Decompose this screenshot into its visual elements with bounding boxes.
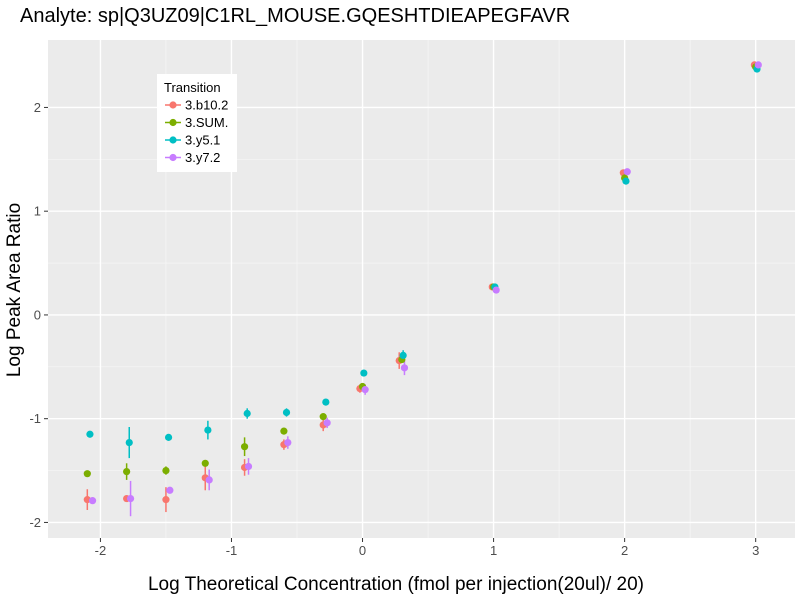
- legend-key-point: [169, 118, 177, 127]
- legend-key-point: [169, 101, 177, 109]
- y-axis: -2 -1 0 1 2: [29, 100, 48, 530]
- legend-item: 3.y5.1: [165, 133, 220, 148]
- legend-key-point: [169, 136, 177, 144]
- legend-item: 3.SUM.: [165, 115, 228, 130]
- data-point: [162, 466, 170, 475]
- y-tick-label: 2: [34, 100, 41, 115]
- data-point: [240, 443, 249, 451]
- data-point: [623, 168, 631, 176]
- data-point: [125, 438, 133, 447]
- grid-minor: [48, 40, 795, 538]
- data-point: [282, 408, 291, 417]
- legend-label: 3.y7.2: [185, 150, 220, 165]
- data-points: [83, 61, 762, 505]
- legend-label: 3.SUM.: [185, 115, 228, 130]
- data-point: [201, 459, 209, 467]
- legend-label: 3.b10.2: [185, 98, 228, 113]
- data-point: [244, 462, 253, 471]
- data-point: [323, 419, 331, 427]
- x-axis: -2 -1 0 1 2 3: [95, 538, 759, 558]
- data-point: [204, 426, 212, 434]
- data-point: [492, 286, 500, 294]
- x-tick-label: 3: [752, 543, 759, 558]
- legend-key-point: [169, 153, 177, 162]
- data-point: [243, 409, 251, 418]
- x-tick-label: 1: [490, 543, 497, 558]
- grid-major: [48, 40, 795, 538]
- legend-items: 3.b10.2 3.SUM. 3.y5.1 3.y7.2: [165, 98, 228, 165]
- legend-item: 3.y7.2: [165, 150, 220, 165]
- x-axis-title: Log Theoretical Concentration (fmol per …: [148, 574, 644, 595]
- data-point: [123, 468, 131, 476]
- legend-title: Transition: [164, 80, 221, 95]
- data-point: [360, 369, 368, 377]
- x-tick-label: 0: [359, 543, 366, 558]
- data-point: [126, 494, 135, 503]
- x-tick-label: 2: [621, 543, 628, 558]
- data-point: [88, 497, 97, 505]
- data-point: [754, 61, 762, 69]
- y-tick-label: -2: [29, 515, 41, 530]
- y-tick-label: 1: [34, 204, 41, 219]
- data-point: [205, 476, 213, 484]
- data-point: [622, 177, 630, 185]
- chart-title: Analyte: sp|Q3UZ09|C1RL_MOUSE.GQESHTDIEA…: [20, 5, 570, 27]
- legend-label: 3.y5.1: [185, 133, 220, 148]
- data-point: [284, 438, 292, 447]
- legend: Transition 3.b10.2 3.SUM. 3.y5.1 3.y7.2: [157, 74, 237, 172]
- data-point: [86, 430, 94, 438]
- y-tick-label: -1: [29, 411, 41, 426]
- data-point: [399, 351, 407, 359]
- data-point: [361, 386, 369, 394]
- data-point: [83, 470, 91, 478]
- data-point: [164, 433, 173, 441]
- data-point: [319, 413, 327, 421]
- data-point: [280, 427, 288, 435]
- data-point: [400, 364, 409, 372]
- x-tick-label: -2: [95, 543, 107, 558]
- legend-item: 3.b10.2: [165, 98, 228, 113]
- data-point: [322, 398, 330, 406]
- y-axis-title: Log Peak Area Ratio: [4, 203, 25, 377]
- data-point: [166, 486, 174, 494]
- data-point: [162, 496, 170, 504]
- x-tick-label: -1: [226, 543, 238, 558]
- y-tick-label: 0: [34, 307, 41, 322]
